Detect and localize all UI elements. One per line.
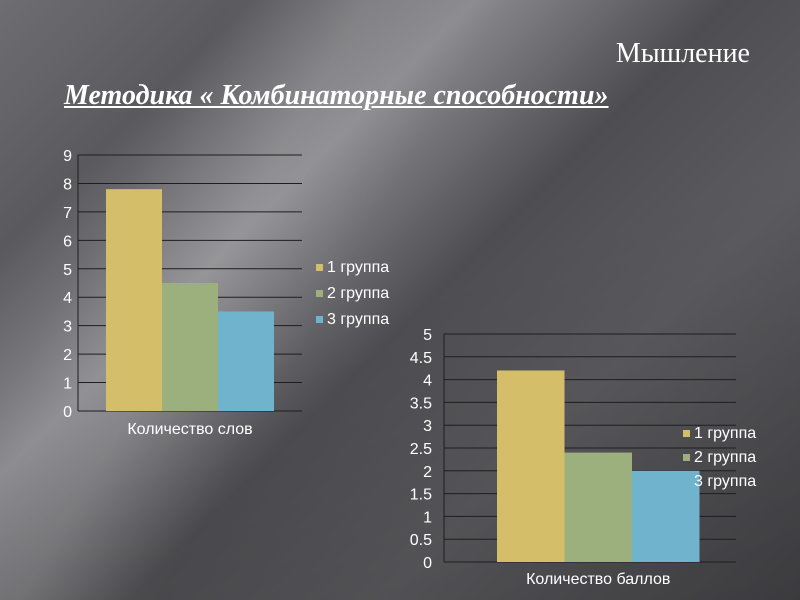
slide-heading: Мышление <box>615 38 750 69</box>
chart1-y-tick-label: 1 <box>63 376 72 393</box>
chart1-legend-label-2: 2 группа <box>327 285 389 302</box>
chart2-legend-swatch-1 <box>683 430 690 437</box>
chart2-bar-3 <box>632 470 700 562</box>
chart2-y-tick-label: 0 <box>423 555 432 572</box>
chart1-bar-1 <box>106 189 162 411</box>
chart2-legend-label-2: 2 группа <box>694 449 756 466</box>
chart2-y-tick-label: 4.5 <box>410 350 432 367</box>
chart1-legend-swatch-1 <box>316 264 323 271</box>
chart2-legend-label-1: 1 группа <box>694 425 756 442</box>
chart1-y-tick-label: 6 <box>63 233 72 250</box>
chart2-legend-swatch-3 <box>683 478 690 485</box>
chart2-legend-label-3: 3 группа <box>694 473 756 490</box>
chart1-y-tick-label: 0 <box>63 404 72 421</box>
chart2-y-tick-label: 5 <box>423 327 432 344</box>
chart1-legend-swatch-3 <box>316 316 323 323</box>
chart2-bar-1 <box>497 370 565 562</box>
chart1-category-label: Количество слов <box>127 421 252 438</box>
chart1-bar-3 <box>218 311 274 411</box>
chart1-y-tick-label: 9 <box>63 148 72 165</box>
chart1-legend-swatch-2 <box>316 290 323 297</box>
chart1-legend-label-3: 3 группа <box>327 311 389 328</box>
chart1-legend-label-1: 1 группа <box>327 259 389 276</box>
chart2-bar-2 <box>564 452 632 562</box>
chart1-y-tick-label: 4 <box>63 290 72 307</box>
chart2-y-tick-label: 0.5 <box>410 532 432 549</box>
chart2-y-tick-label: 3 <box>423 418 432 435</box>
chart1-y-tick-label: 3 <box>63 319 72 336</box>
chart1-y-tick-label: 7 <box>63 205 72 222</box>
chart2-y-tick-label: 1 <box>423 509 432 526</box>
chart1-bar-2 <box>162 283 218 411</box>
chart2-legend-swatch-2 <box>683 454 690 461</box>
chart2-y-tick-label: 3.5 <box>410 395 432 412</box>
chart1-y-tick-label: 5 <box>63 262 72 279</box>
chart1-y-tick-label: 2 <box>63 347 72 364</box>
chart2-y-tick-label: 2 <box>423 464 432 481</box>
chart2-y-tick-label: 2.5 <box>410 441 432 458</box>
chart1-y-tick-label: 8 <box>63 176 72 193</box>
chart2-category-label: Количество баллов <box>526 571 670 588</box>
chart2-y-tick-label: 1.5 <box>410 487 432 504</box>
chart2-y-tick-label: 4 <box>423 373 432 390</box>
slide-subtitle: Методика « Комбинаторные способности» <box>64 80 609 111</box>
